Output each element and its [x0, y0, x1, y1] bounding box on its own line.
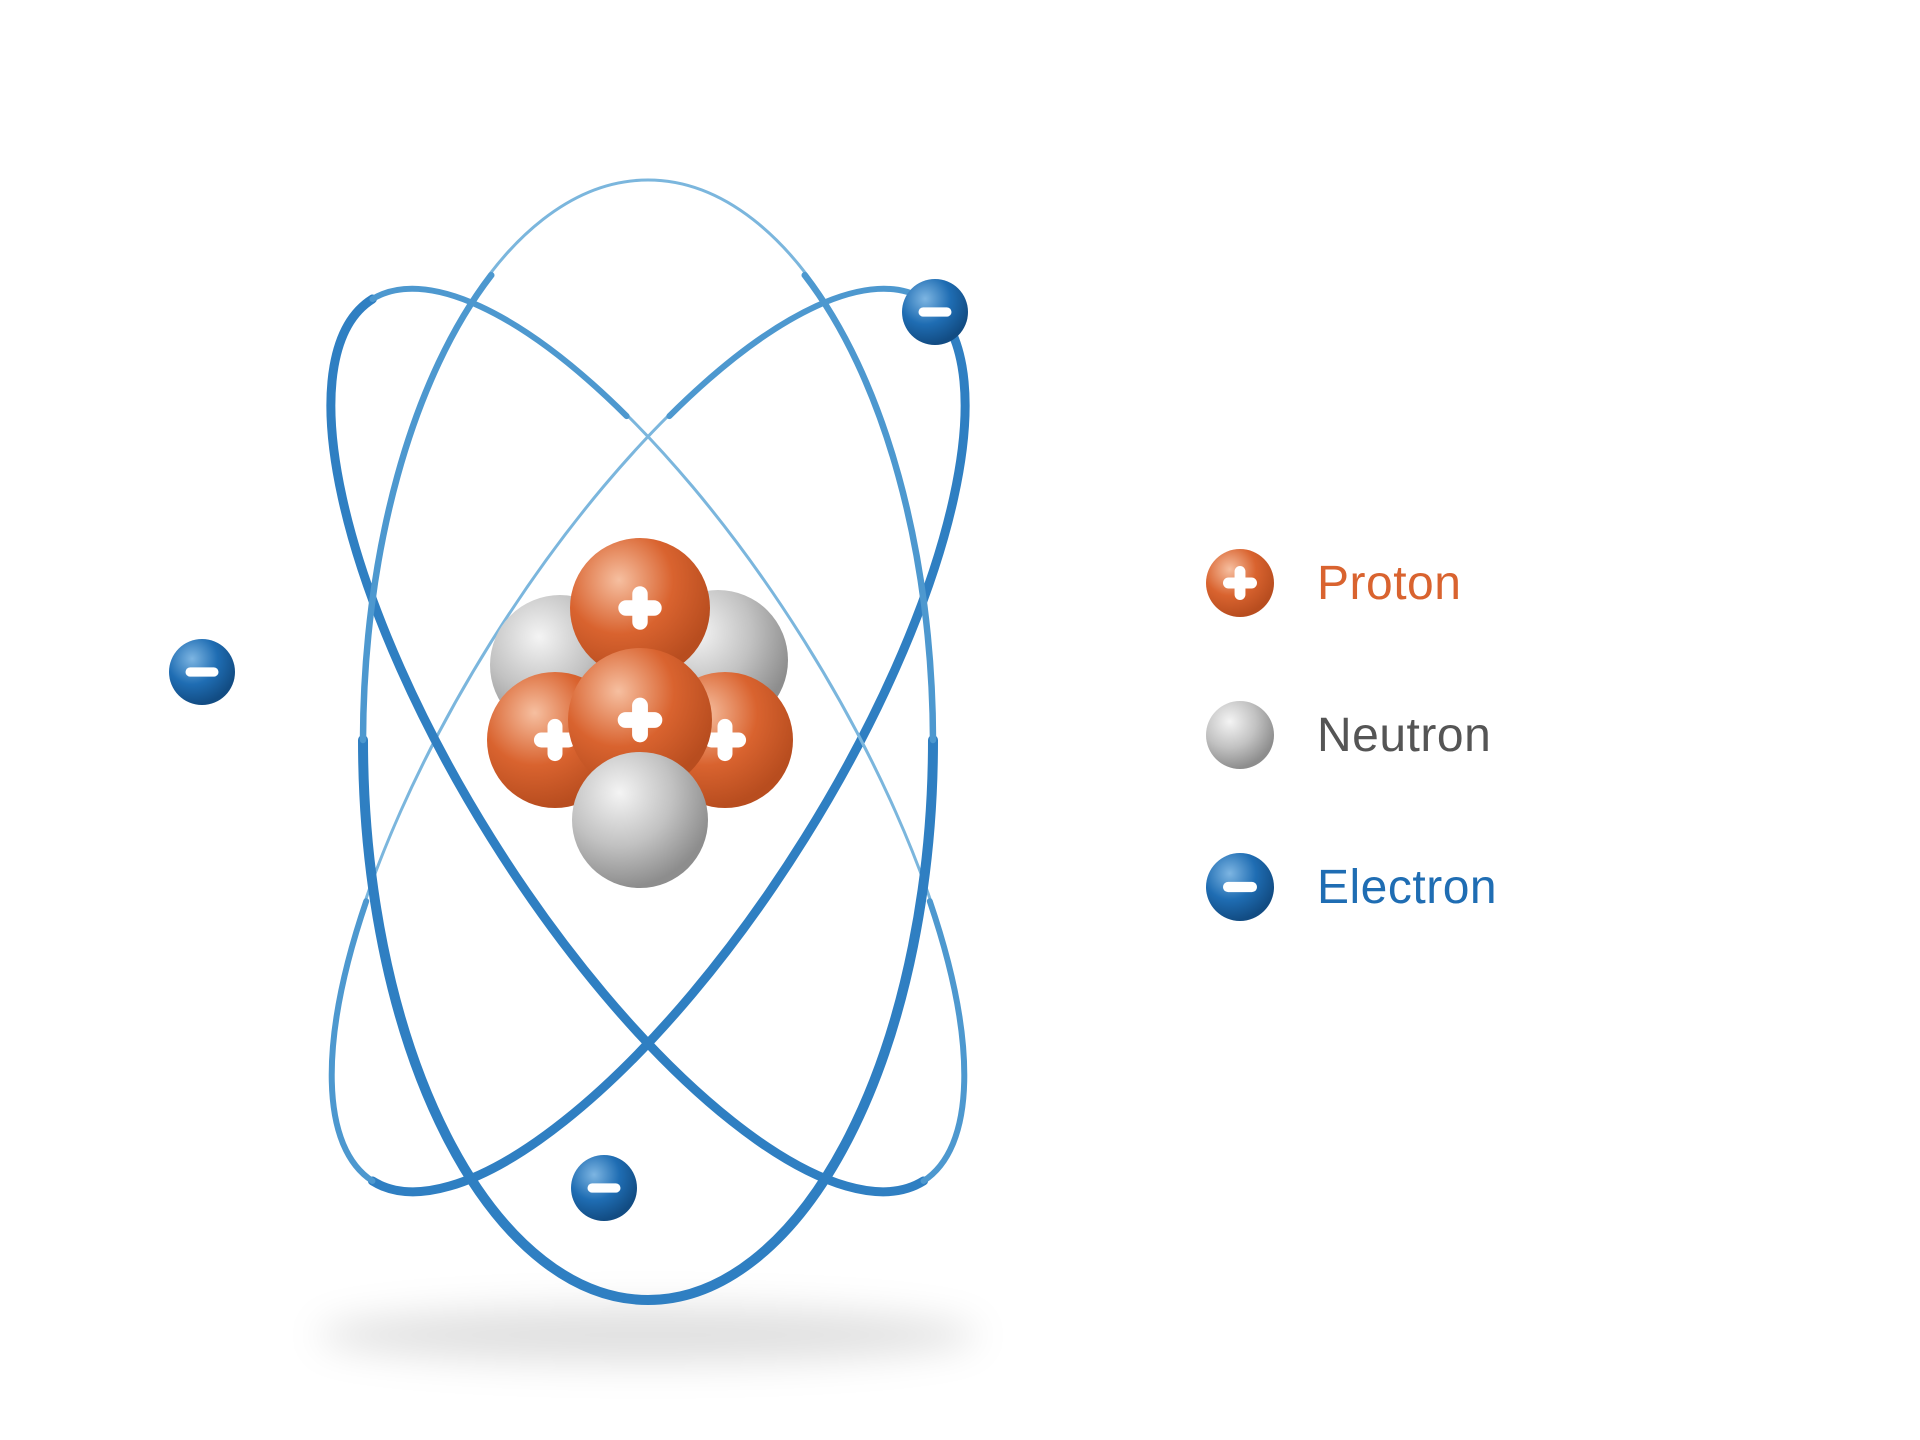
legend-row-proton: Proton [1195, 538, 1497, 628]
proton-icon [1195, 538, 1285, 628]
legend-label-proton: Proton [1317, 556, 1461, 611]
atom-svg [0, 40, 1298, 1440]
legend-label-electron: Electron [1317, 860, 1497, 915]
legend: Proton Neutron Electron [1195, 538, 1497, 932]
electron [571, 1155, 637, 1221]
legend-row-neutron: Neutron [1195, 690, 1497, 780]
nucleus [487, 538, 793, 888]
neutron [572, 752, 708, 888]
legend-row-electron: Electron [1195, 842, 1497, 932]
neutron-icon [1195, 690, 1285, 780]
electron [902, 279, 968, 345]
electron-icon [1195, 842, 1285, 932]
legend-label-neutron: Neutron [1317, 708, 1491, 763]
atom-diagram: Proton Neutron Electron [0, 0, 1920, 1422]
electron [169, 639, 235, 705]
